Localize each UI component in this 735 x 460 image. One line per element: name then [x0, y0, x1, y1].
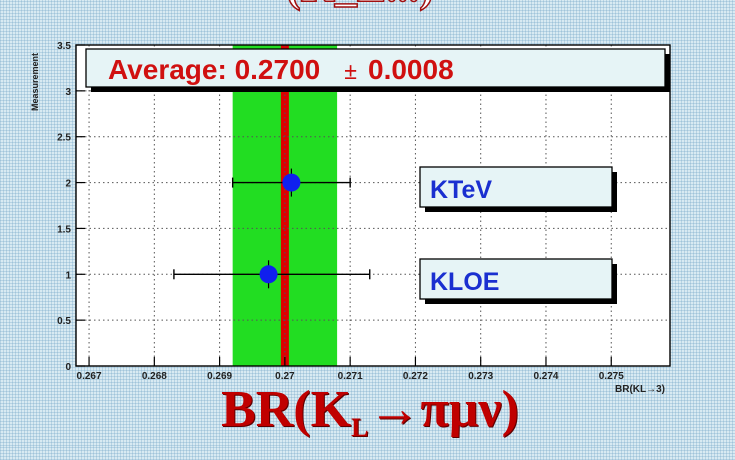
- y-tick-label: 2.5: [57, 133, 71, 144]
- footer-title-subscript: L: [351, 413, 369, 442]
- x-tick-label: 0.269: [207, 371, 232, 382]
- x-tick-label: 0.267: [77, 371, 102, 382]
- x-tick-label: 0.275: [599, 371, 624, 382]
- x-tick-label: 0.27: [275, 371, 295, 382]
- y-tick-label: 0.5: [57, 316, 71, 327]
- y-tick-label: 3: [65, 87, 71, 98]
- average-pm-sign: ±: [344, 59, 357, 85]
- x-tick-label: 0.268: [142, 371, 167, 382]
- y-tick-label: 3.5: [57, 41, 71, 52]
- measurement-label-box: [419, 166, 613, 208]
- measurement-label-box: [419, 258, 613, 300]
- footer-title-prefix: BR(K: [221, 381, 352, 438]
- x-axis-label: BR(KL→3): [615, 384, 665, 395]
- average-central-line: [280, 45, 289, 366]
- average-box: [85, 48, 666, 88]
- average-band-layer: [232, 45, 338, 366]
- average-label: Average: 0.2700: [108, 54, 320, 85]
- y-tick-label: 1.5: [57, 224, 71, 235]
- header-title-fragment: (K_L...): [150, 0, 570, 12]
- y-tick-label: 1: [65, 270, 71, 281]
- data-point: [282, 173, 301, 192]
- data-point: [259, 265, 278, 284]
- plot-frame: [75, 44, 671, 367]
- y-tick-label: 0: [65, 362, 71, 373]
- average-error-value: 0.0008: [368, 54, 454, 85]
- labels-layer: Average: 0.2700 ±0.0008 KTeV KLOE: [85, 48, 670, 304]
- y-tick-label: 2: [65, 179, 71, 190]
- footer-title-suffix: →πμν): [368, 381, 519, 438]
- measurement-label: KLOE: [430, 268, 499, 296]
- points-layer: [173, 168, 371, 289]
- x-tick-label: 0.274: [533, 371, 558, 382]
- x-tick-label: 0.271: [338, 371, 363, 382]
- x-tick-label: 0.272: [403, 371, 428, 382]
- footer-title: BR(KL→πμν): [170, 378, 570, 442]
- chart: 0.267 0.268 0.269 0.27 0.271 0.272 0.273 0.274 0…: [30, 41, 671, 395]
- measurement-label: KTeV: [430, 176, 492, 204]
- x-tick-label: 0.273: [468, 371, 493, 382]
- y-axis-label: Measurement: [30, 53, 40, 111]
- axes-layer: 0.267 0.268 0.269 0.27 0.271 0.272 0.273 0.274 0…: [30, 41, 671, 395]
